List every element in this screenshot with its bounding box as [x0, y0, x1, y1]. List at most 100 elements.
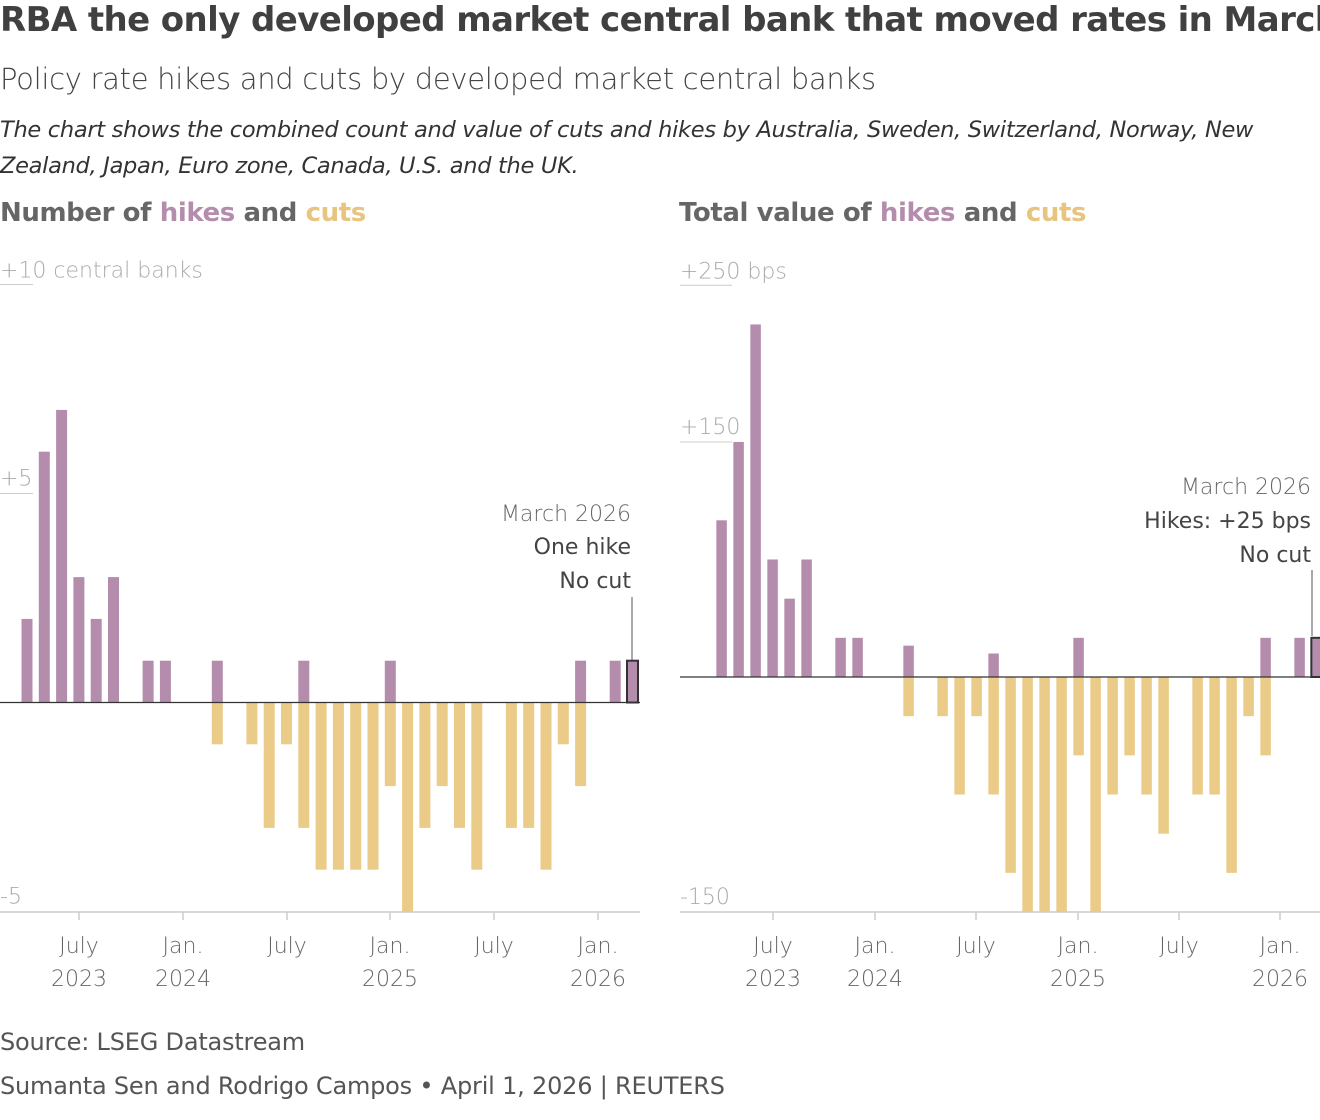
- hike-bar-mar-2026: [626, 659, 639, 704]
- hike-bar-dec-2025: [575, 660, 587, 703]
- hike-bar-mar-2024: [211, 660, 223, 703]
- x-tick-year: 2025: [1050, 967, 1106, 992]
- cut-bar-aug-2024: [988, 677, 999, 795]
- cut-bar-nov-2024: [350, 702, 362, 870]
- x-tick-label: Jan.: [163, 934, 204, 959]
- cut-bar-jun-2025: [1158, 677, 1169, 834]
- hike-bar-may-2023: [733, 441, 744, 677]
- hike-bar-jul-2023: [767, 559, 778, 677]
- hike-bar-nov-2023: [835, 637, 846, 677]
- annotation-line: March 2026: [1181, 475, 1311, 500]
- cut-bar-jun-2024: [954, 677, 965, 795]
- hike-bar-aug-2023: [784, 598, 795, 677]
- x-tick-year: 2025: [362, 967, 418, 992]
- hike-bar-dec-2023: [852, 637, 863, 677]
- source-note: Source: LSEG Datastream: [0, 1028, 305, 1056]
- cut-bar-may-2024: [937, 677, 948, 717]
- cut-bar-nov-2025: [1243, 677, 1254, 717]
- title-cuts: cuts: [305, 198, 367, 228]
- cut-bar-feb-2025: [1090, 677, 1101, 913]
- x-tick-label: July: [59, 934, 99, 959]
- hike-bar-jun-2023: [56, 409, 68, 703]
- x-tick-label: July: [956, 934, 996, 959]
- x-tick-year: 2024: [847, 967, 903, 992]
- cut-bar-oct-2025: [1226, 677, 1237, 873]
- cut-bar-nov-2024: [1039, 677, 1050, 913]
- x-tick-year: 2026: [570, 967, 626, 992]
- title-hikes: hikes: [879, 198, 956, 228]
- title-part: Number of: [0, 198, 160, 228]
- title-part: and: [955, 198, 1026, 228]
- cut-bar-dec-2024: [1056, 677, 1067, 913]
- cut-bar-dec-2025: [1260, 677, 1271, 756]
- cut-bar-may-2025: [1141, 677, 1152, 795]
- cut-bar-aug-2025: [1192, 677, 1203, 795]
- cut-bar-may-2024: [246, 702, 258, 745]
- cut-bar-oct-2024: [332, 702, 344, 870]
- cut-bar-aug-2024: [298, 702, 310, 828]
- cut-bar-dec-2025: [575, 702, 587, 787]
- cut-bar-feb-2025: [402, 702, 414, 912]
- annotation-line: March 2026: [501, 502, 631, 527]
- hike-bar-nov-2023: [142, 660, 154, 703]
- title-part: Total value of: [679, 198, 880, 228]
- chart-description: The chart shows the combined count and v…: [0, 117, 1254, 179]
- hike-bar-jun-2023: [750, 324, 761, 677]
- cut-bar-sep-2025: [523, 702, 535, 828]
- hike-bar-sep-2023: [108, 577, 119, 703]
- y-unit-label: +250 bps: [680, 259, 787, 284]
- annotation-line: One hike: [534, 535, 631, 560]
- cut-bar-aug-2025: [505, 702, 517, 828]
- x-tick-label: Jan.: [855, 934, 896, 959]
- hike-bar-mar-2024: [903, 645, 914, 677]
- cut-bar-may-2025: [454, 702, 465, 828]
- x-tick-year: 2023: [51, 967, 107, 992]
- cut-bar-jul-2024: [971, 677, 982, 717]
- x-tick-label: Jan.: [370, 934, 411, 959]
- hike-bar-apr-2023: [716, 520, 727, 677]
- x-tick-label: Jan.: [1058, 934, 1099, 959]
- annotation-line: No cut: [1239, 543, 1311, 568]
- hike-bar-apr-2023: [21, 618, 33, 703]
- hike-bar-dec-2023: [159, 660, 171, 703]
- left-chart-title: Number of hikes and cuts: [0, 198, 366, 228]
- x-tick-label: July: [753, 934, 793, 959]
- hike-bar-feb-2026: [1294, 637, 1305, 677]
- cut-bar-oct-2025: [540, 702, 552, 870]
- y-tick-label: +150: [680, 415, 740, 440]
- cut-bar-apr-2025: [436, 702, 448, 787]
- hike-bar-aug-2023: [90, 618, 102, 703]
- cut-bar-nov-2025: [557, 702, 569, 745]
- x-tick-year: 2024: [155, 967, 211, 992]
- cut-bar-jan-2025: [1073, 677, 1084, 756]
- hike-bar-may-2023: [38, 451, 50, 703]
- hike-bar-aug-2024: [988, 653, 999, 677]
- y-tick-label: +5: [0, 467, 32, 492]
- annotation-line: Hikes: +25 bps: [1144, 509, 1311, 534]
- x-tick-label: July: [474, 934, 514, 959]
- y-unit-label: +10 central banks: [0, 259, 203, 284]
- x-tick-year: 2026: [1252, 967, 1308, 992]
- cut-bar-mar-2025: [419, 702, 431, 828]
- chart-title: RBA the only developed market central ba…: [0, 0, 1320, 40]
- cut-bar-mar-2025: [1107, 677, 1118, 795]
- hike-bar-dec-2025: [1260, 637, 1271, 677]
- x-tick-label: Jan.: [1260, 934, 1301, 959]
- hike-bar-jul-2023: [73, 577, 85, 703]
- cut-bar-jan-2025: [384, 702, 396, 787]
- hike-bar-sep-2023: [801, 559, 812, 677]
- x-tick-year: 2023: [745, 967, 801, 992]
- title-cuts: cuts: [1025, 198, 1087, 228]
- y-tick-label: -150: [680, 885, 730, 910]
- x-tick-label: Jan.: [578, 934, 619, 959]
- x-tick-label: July: [267, 934, 307, 959]
- hike-bar-feb-2026: [609, 660, 621, 703]
- cut-bar-sep-2024: [1005, 677, 1016, 873]
- title-hikes: hikes: [159, 198, 236, 228]
- annotation-line: No cut: [559, 569, 631, 594]
- cut-bar-oct-2024: [1022, 677, 1033, 913]
- cut-bar-sep-2024: [315, 702, 327, 870]
- y-tick-label: -5: [0, 885, 22, 910]
- cut-bar-jun-2025: [471, 702, 483, 870]
